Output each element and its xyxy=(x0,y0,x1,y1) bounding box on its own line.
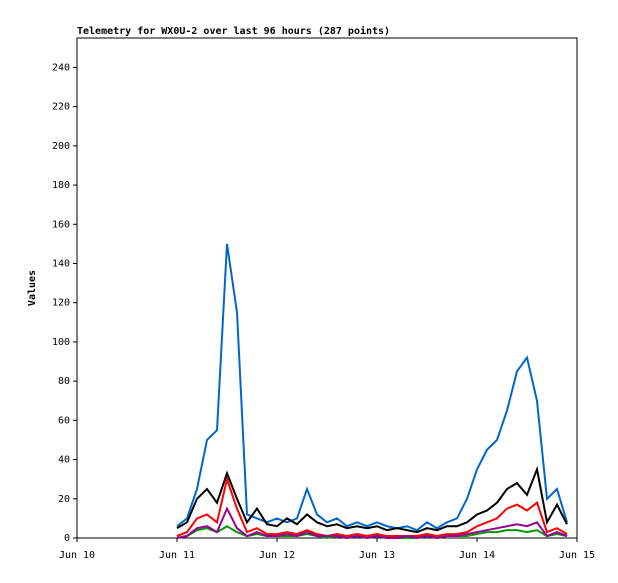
series-line xyxy=(176,475,568,538)
x-tick-label: Jun 11 xyxy=(159,550,195,561)
y-tick-label: 60 xyxy=(58,415,70,426)
y-tick-label: 40 xyxy=(58,455,70,466)
y-tick-label: 240 xyxy=(52,62,70,73)
series-line xyxy=(176,506,568,540)
y-tick-label: 80 xyxy=(58,376,70,387)
x-tick-label: Jun 15 xyxy=(559,550,595,561)
plot-frame xyxy=(76,37,578,539)
x-tick-label: Jun 12 xyxy=(259,550,295,561)
y-tick-label: 160 xyxy=(52,219,70,230)
x-tick-label: Jun 13 xyxy=(359,550,395,561)
series-line xyxy=(176,465,568,534)
y-tick-label: 220 xyxy=(52,102,70,113)
y-tick-label: 200 xyxy=(52,141,70,152)
x-tick-label: Jun 10 xyxy=(59,550,95,561)
y-axis-label: Values xyxy=(27,270,38,306)
y-tick-label: 100 xyxy=(52,337,70,348)
y-tick-label: 180 xyxy=(52,180,70,191)
y-tick-label: 120 xyxy=(52,298,70,309)
y-tick-label: 140 xyxy=(52,258,70,269)
y-tick-label: 0 xyxy=(64,533,70,544)
y-tick-label: 20 xyxy=(58,494,70,505)
series-line xyxy=(176,243,568,532)
x-tick-label: Jun 14 xyxy=(459,550,495,561)
chart-title: Telemetry for WX0U-2 over last 96 hours … xyxy=(77,25,390,37)
